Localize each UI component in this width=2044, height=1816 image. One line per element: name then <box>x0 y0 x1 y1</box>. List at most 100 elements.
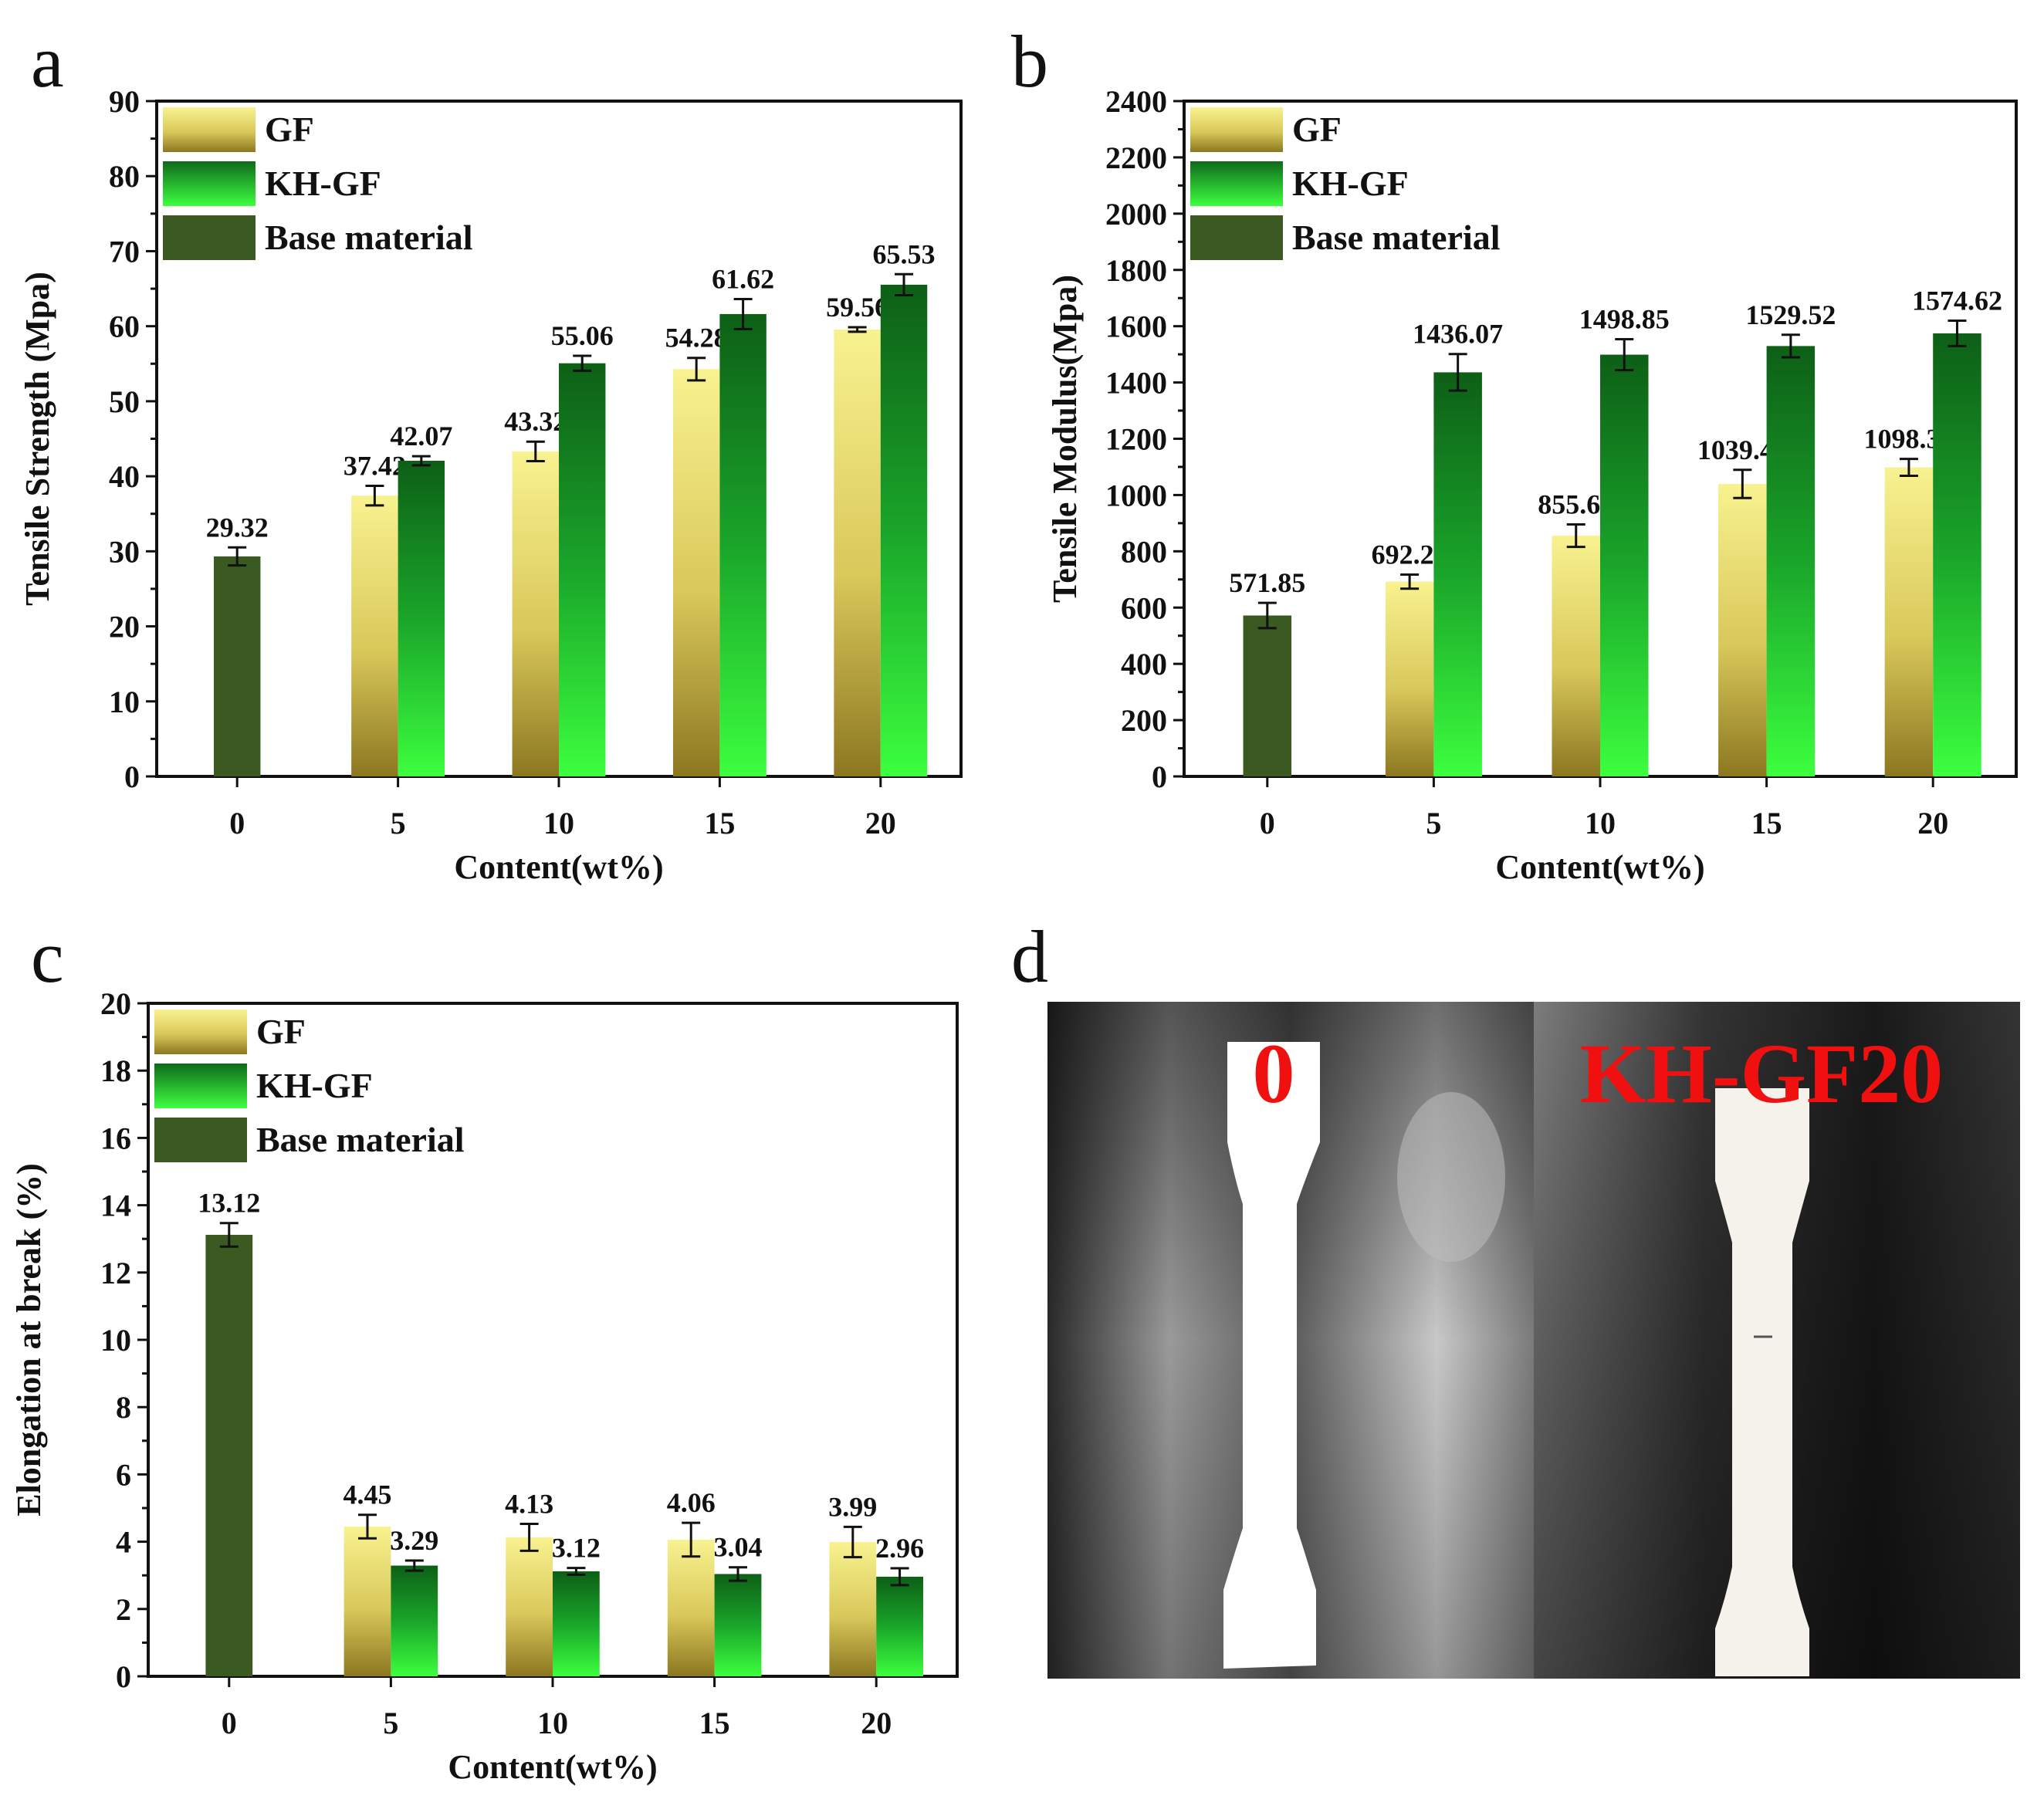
data-label-kh-gf-10: 1498.85 <box>1579 303 1670 334</box>
data-label-kh-gf-15: 3.04 <box>713 1532 762 1563</box>
y-axis-title: Tensile Modulus(Mpa) <box>1046 275 1084 603</box>
y-tick-label: 1200 <box>1105 422 1167 457</box>
y-tick-label: 70 <box>109 234 140 269</box>
photo-left-stain <box>1397 1092 1505 1262</box>
y-tick-label: 20 <box>100 986 131 1021</box>
x-tick-label: 20 <box>1917 806 1948 840</box>
legend-label-kh-gf: KH-GF <box>1292 164 1409 203</box>
bar-kh-gf-5 <box>398 460 445 776</box>
legend-swatch-base-material <box>154 1118 247 1162</box>
data-label-gf-10: 4.13 <box>505 1488 553 1519</box>
x-tick-label: 10 <box>537 1706 568 1740</box>
data-label-base-material-0: 13.12 <box>198 1188 260 1219</box>
data-label-kh-gf-5: 42.07 <box>390 421 452 451</box>
bar-kh-gf-20 <box>1933 333 1981 776</box>
legend-swatch-gf <box>1190 107 1283 152</box>
y-tick-label: 10 <box>100 1323 131 1358</box>
y-tick-label: 1600 <box>1105 309 1167 344</box>
data-label-gf-10: 43.32 <box>504 406 567 437</box>
y-axis-title: Elongation at break (%) <box>10 1163 48 1517</box>
y-tick-label: 600 <box>1121 590 1167 625</box>
x-axis-title: Content(wt%) <box>448 1748 657 1786</box>
y-tick-label: 0 <box>124 759 140 794</box>
data-label-base-material-0: 29.32 <box>206 512 269 543</box>
y-tick-label: 2000 <box>1105 197 1167 232</box>
bar-kh-gf-15 <box>714 1574 762 1676</box>
data-label-kh-gf-5: 3.29 <box>390 1525 438 1556</box>
legend-label-gf: GF <box>1292 110 1342 149</box>
bar-gf-5 <box>351 495 398 776</box>
y-tick-label: 90 <box>109 84 140 119</box>
bar-kh-gf-5 <box>1433 372 1482 776</box>
legend-swatch-base-material <box>163 215 255 260</box>
x-tick-label: 0 <box>229 806 245 840</box>
specimen-right <box>1715 1088 1809 1676</box>
legend-label-gf: GF <box>256 1012 306 1051</box>
x-tick-label: 10 <box>543 806 574 840</box>
data-label-gf-20: 59.56 <box>826 292 888 323</box>
y-tick-label: 400 <box>1121 647 1167 681</box>
bar-gf-20 <box>829 1542 877 1676</box>
photo-label-right: KH-GF20 <box>1580 1026 1944 1121</box>
panel-letter-d: d <box>1011 915 1048 998</box>
photo-label-left: 0 <box>1253 1026 1295 1121</box>
data-label-gf-5: 37.42 <box>343 451 406 482</box>
y-axis-title: Tensile Strength (Mpa) <box>19 272 56 606</box>
legend-label-base-material: Base material <box>265 218 473 257</box>
bar-kh-gf-5 <box>391 1565 438 1676</box>
x-tick-label: 15 <box>1751 806 1782 840</box>
panel-letter-a: a <box>31 20 64 103</box>
legend-swatch-kh-gf <box>163 161 255 206</box>
x-tick-label: 15 <box>699 1706 730 1740</box>
bar-kh-gf-10 <box>553 1571 600 1676</box>
panel-letter-b: b <box>1011 20 1048 103</box>
bar-base-material-0 <box>213 556 261 776</box>
data-label-gf-20: 3.99 <box>828 1491 877 1522</box>
legend-label-base-material: Base material <box>256 1120 465 1159</box>
data-label-kh-gf-10: 55.06 <box>551 320 614 351</box>
data-label-kh-gf-20: 2.96 <box>875 1533 924 1564</box>
bar-base-material-0 <box>205 1234 253 1676</box>
y-tick-label: 50 <box>109 384 140 419</box>
bar-kh-gf-20 <box>880 284 928 776</box>
specimen-photo: 0 KH-GF20 <box>1047 1002 2020 1679</box>
legend-label-kh-gf: KH-GF <box>256 1066 373 1105</box>
bar-gf-5 <box>1385 581 1434 776</box>
bar-base-material-0 <box>1243 615 1292 776</box>
y-tick-label: 80 <box>109 159 140 194</box>
y-tick-label: 16 <box>100 1121 131 1155</box>
legend-label-base-material: Base material <box>1292 218 1501 257</box>
data-label-base-material-0: 571.85 <box>1229 567 1305 598</box>
y-tick-label: 6 <box>116 1457 131 1492</box>
y-tick-label: 60 <box>109 309 140 344</box>
specimen-left <box>1223 1042 1320 1669</box>
y-tick-label: 0 <box>116 1659 131 1694</box>
y-tick-label: 8 <box>116 1390 131 1425</box>
bar-gf-10 <box>512 451 559 776</box>
x-tick-label: 5 <box>1426 806 1441 840</box>
y-tick-label: 4 <box>116 1525 131 1560</box>
x-axis-title: Content(wt%) <box>1495 848 1704 886</box>
bar-kh-gf-20 <box>876 1576 923 1676</box>
legend-swatch-base-material <box>1190 215 1283 260</box>
y-tick-label: 1800 <box>1105 253 1167 288</box>
data-label-gf-5: 4.45 <box>343 1480 392 1510</box>
y-tick-label: 2 <box>116 1592 131 1627</box>
data-label-kh-gf-20: 1574.62 <box>1912 286 2002 316</box>
bar-kh-gf-10 <box>559 363 606 776</box>
x-tick-label: 15 <box>704 806 735 840</box>
y-tick-label: 18 <box>100 1053 131 1088</box>
panel-letter-c: c <box>31 915 64 998</box>
bar-gf-15 <box>1718 484 1767 776</box>
y-tick-label: 30 <box>109 534 140 569</box>
data-label-kh-gf-15: 1529.52 <box>1745 299 1836 330</box>
bar-gf-20 <box>834 329 881 776</box>
legend-swatch-gf <box>154 1009 247 1054</box>
x-axis-title: Content(wt%) <box>454 848 663 886</box>
bar-gf-15 <box>672 369 720 776</box>
legend-swatch-kh-gf <box>1190 161 1283 206</box>
y-tick-label: 40 <box>109 459 140 494</box>
bar-kh-gf-10 <box>1600 354 1649 776</box>
data-label-kh-gf-20: 65.53 <box>873 238 936 269</box>
